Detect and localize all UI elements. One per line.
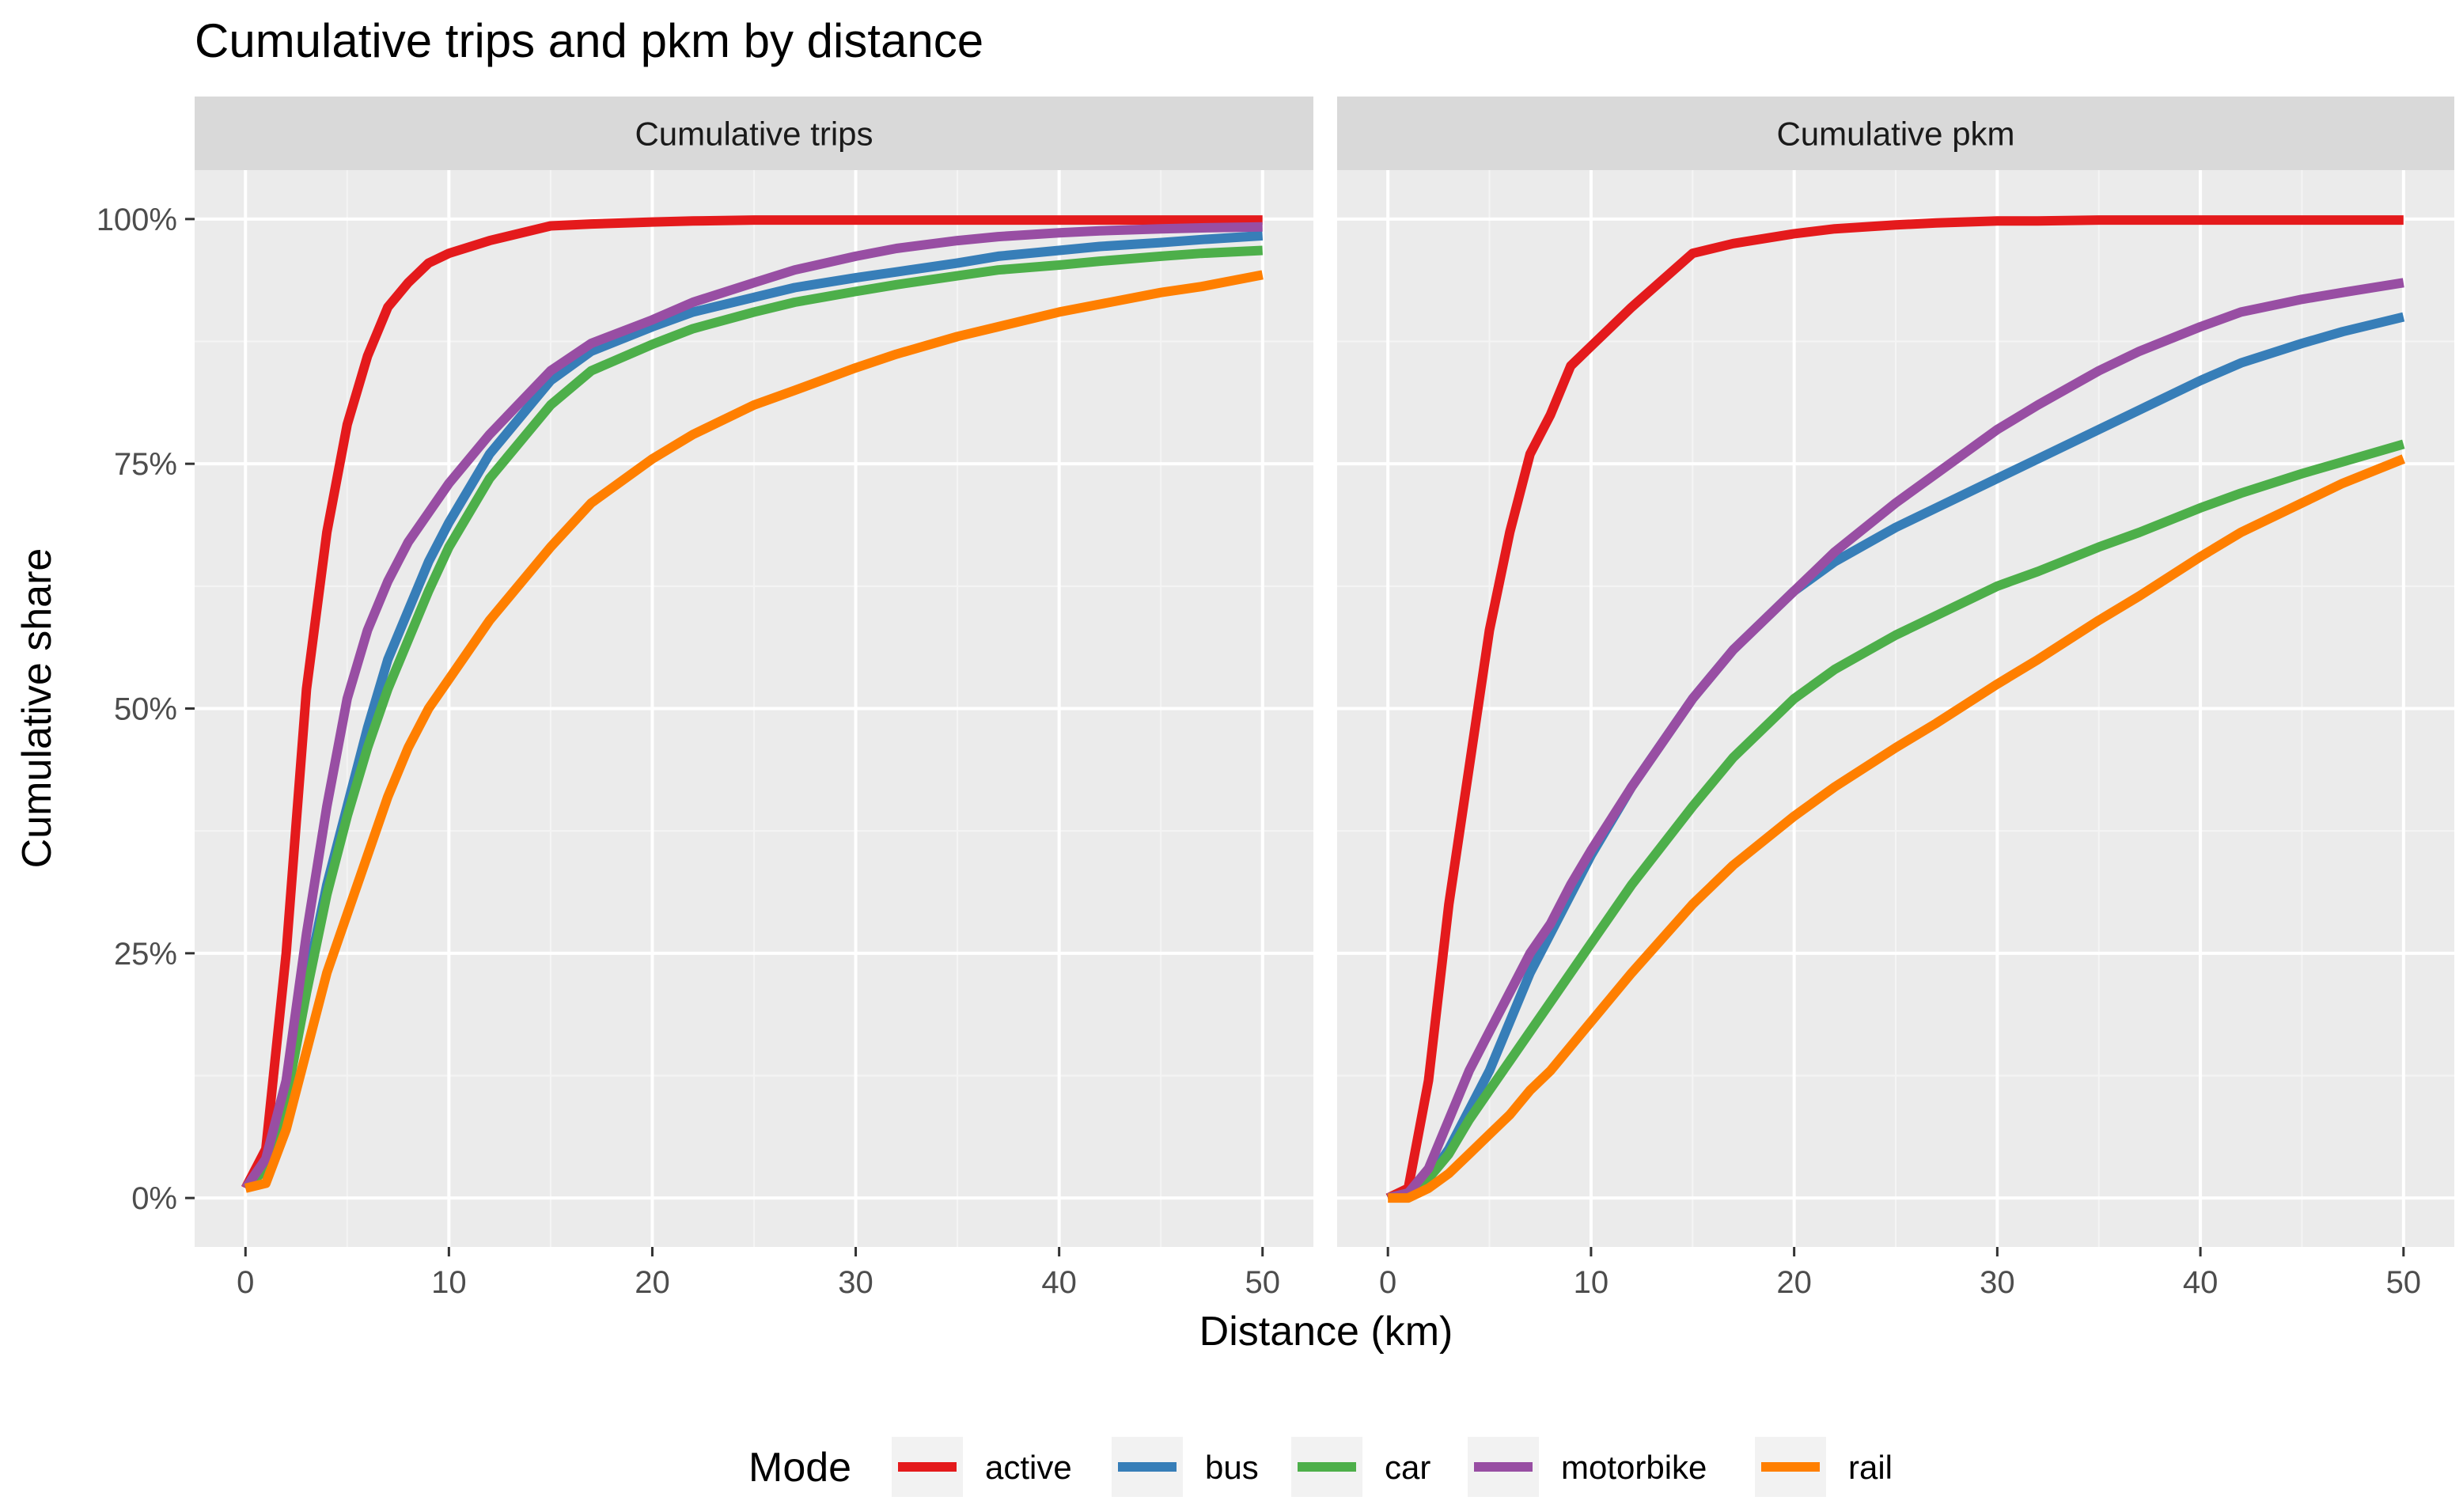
series-line-rail xyxy=(244,270,1264,1193)
series-line-active xyxy=(241,215,1263,1191)
x-tick-label: 10 xyxy=(431,1265,467,1300)
x-tick-label: 0 xyxy=(1379,1265,1396,1300)
legend-label-active: active xyxy=(985,1449,1072,1486)
series-line-rail xyxy=(1388,454,2406,1203)
chart-title: Cumulative trips and pkm by distance xyxy=(195,14,983,67)
x-tick-label: 40 xyxy=(2183,1265,2219,1300)
series-line-motorbike xyxy=(241,222,1263,1192)
legend-title: Mode xyxy=(748,1445,851,1491)
legend: Mode active bus car motorbike rail xyxy=(748,1437,1893,1497)
strip-label: Cumulative pkm xyxy=(1776,116,2014,153)
x-tick-label: 0 xyxy=(237,1265,254,1300)
x-tick-label: 30 xyxy=(838,1265,873,1300)
strip-background xyxy=(1337,97,2454,170)
series-line-car xyxy=(242,245,1263,1192)
x-tick-label: 50 xyxy=(1245,1265,1280,1300)
legend-label-rail: rail xyxy=(1848,1449,1893,1486)
legend-label-car: car xyxy=(1385,1449,1430,1486)
series-line-active xyxy=(1385,215,2404,1203)
panel-cumulative-pkm: Cumulative pkm 0 10 20 30 40 50 xyxy=(1337,97,2454,1300)
legend-label-motorbike: motorbike xyxy=(1561,1449,1707,1486)
strip-label: Cumulative trips xyxy=(635,116,873,153)
x-axis-label: Distance (km) xyxy=(1199,1309,1453,1355)
series-line-car xyxy=(1386,439,2405,1203)
y-tick-label: 75% xyxy=(114,447,177,482)
y-tick-label: 25% xyxy=(114,937,177,972)
x-tick-label: 10 xyxy=(1574,1265,1609,1300)
x-tick-label: 20 xyxy=(1776,1265,1812,1300)
x-tick-label: 50 xyxy=(2386,1265,2422,1300)
x-tick-label: 20 xyxy=(635,1265,670,1300)
legend-label-bus: bus xyxy=(1205,1449,1259,1486)
series-line-motorbike xyxy=(1386,278,2404,1203)
y-tick-label: 0% xyxy=(131,1181,177,1216)
y-axis-label: Cumulative share xyxy=(14,548,60,869)
panel-cumulative-trips: Cumulative trips 0 10 20 30 40 50 0% 25% 50% 75% 10… xyxy=(97,97,1313,1300)
y-tick-label: 100% xyxy=(97,203,177,237)
x-tick-label: 40 xyxy=(1041,1265,1077,1300)
y-tick-label: 50% xyxy=(114,692,177,727)
strip-background xyxy=(195,97,1313,170)
x-tick-label: 30 xyxy=(1980,1265,2015,1300)
